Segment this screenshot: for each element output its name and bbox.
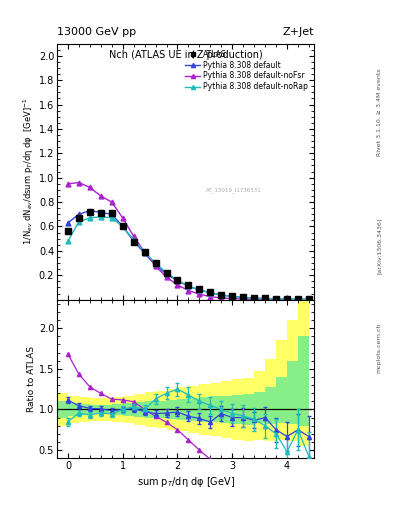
Pythia 8.308 default-noFsr [219,295,224,301]
Legend: ATLAS, Pythia 8.308 default, Pythia 8.308 default-noFsr, Pythia 8.308 default-no: ATLAS, Pythia 8.308 default, Pythia 8.30… [183,47,310,94]
Pythia 8.308 default [296,296,300,303]
Pythia 8.308 default-noRap [307,296,311,303]
Pythia 8.308 default-noRap [285,296,289,302]
Pythia 8.308 default-noRap [241,294,246,301]
Pythia 8.308 default [285,296,289,302]
Pythia 8.308 default-noFsr [142,249,147,255]
Pythia 8.308 default-noFsr [296,296,300,303]
Pythia 8.308 default [98,209,103,216]
Pythia 8.308 default [88,207,92,214]
Text: mcplots.cern.ch: mcplots.cern.ch [377,323,382,373]
Pythia 8.308 default [208,290,213,296]
Pythia 8.308 default-noFsr [109,199,114,205]
Text: Nch (ATLAS UE in Z production): Nch (ATLAS UE in Z production) [109,50,263,60]
Pythia 8.308 default-noFsr [186,287,191,293]
Pythia 8.308 default-noFsr [263,296,268,303]
Pythia 8.308 default [109,211,114,218]
Pythia 8.308 default [164,271,169,277]
Pythia 8.308 default [307,296,311,303]
Pythia 8.308 default-noRap [252,295,257,301]
Pythia 8.308 default [241,294,246,301]
Pythia 8.308 default-noFsr [120,215,125,221]
Pythia 8.308 default-noFsr [197,291,202,297]
Pythia 8.308 default-noFsr [285,296,289,303]
Line: Pythia 8.308 default-noRap: Pythia 8.308 default-noRap [66,215,311,302]
Pythia 8.308 default-noFsr [241,296,246,302]
Pythia 8.308 default [219,292,224,298]
Pythia 8.308 default-noFsr [164,274,169,280]
Pythia 8.308 default [131,238,136,244]
Pythia 8.308 default-noRap [77,219,81,225]
Pythia 8.308 default-noRap [230,293,235,300]
Pythia 8.308 default-noFsr [77,180,81,186]
Pythia 8.308 default-noRap [175,277,180,283]
Pythia 8.308 default [142,250,147,257]
Pythia 8.308 default [153,262,158,268]
Pythia 8.308 default [197,287,202,293]
Text: AT_13019_I1736531: AT_13019_I1736531 [206,187,262,193]
Pythia 8.308 default-noRap [98,214,103,220]
Pythia 8.308 default [77,211,81,218]
Pythia 8.308 default-noFsr [88,184,92,190]
Line: Pythia 8.308 default: Pythia 8.308 default [66,208,311,302]
Pythia 8.308 default-noFsr [230,295,235,302]
Pythia 8.308 default-noFsr [274,296,278,303]
Pythia 8.308 default-noFsr [307,296,311,303]
Pythia 8.308 default-noRap [263,295,268,302]
Text: Z+Jet: Z+Jet [283,27,314,37]
Pythia 8.308 default [263,295,268,302]
Pythia 8.308 default-noFsr [208,293,213,300]
Pythia 8.308 default-noRap [120,223,125,229]
Pythia 8.308 default-noFsr [66,181,70,187]
Pythia 8.308 default [120,223,125,229]
Pythia 8.308 default-noRap [208,290,213,296]
Pythia 8.308 default [186,283,191,289]
Pythia 8.308 default [252,295,257,301]
Line: Pythia 8.308 default-noFsr: Pythia 8.308 default-noFsr [66,180,311,302]
Pythia 8.308 default-noRap [142,249,147,255]
Text: [arXiv:1306.3436]: [arXiv:1306.3436] [377,218,382,274]
Pythia 8.308 default-noRap [131,237,136,243]
Pythia 8.308 default-noFsr [252,296,257,303]
Pythia 8.308 default-noRap [88,215,92,221]
Pythia 8.308 default-noRap [164,270,169,276]
Y-axis label: Ratio to ATLAS: Ratio to ATLAS [27,346,36,412]
Pythia 8.308 default-noRap [296,296,300,303]
Pythia 8.308 default-noRap [109,215,114,221]
Pythia 8.308 default [230,293,235,300]
Pythia 8.308 default [274,296,278,302]
Pythia 8.308 default-noRap [153,260,158,266]
Pythia 8.308 default-noRap [66,238,70,244]
Pythia 8.308 default [175,278,180,284]
Pythia 8.308 default-noFsr [153,263,158,269]
Pythia 8.308 default-noFsr [131,233,136,239]
X-axis label: sum p$_T$/dη dφ [GeV]: sum p$_T$/dη dφ [GeV] [137,475,235,489]
Pythia 8.308 default-noRap [197,287,202,293]
Text: Rivet 3.1.10, ≥ 3.4M events: Rivet 3.1.10, ≥ 3.4M events [377,69,382,157]
Pythia 8.308 default-noFsr [98,193,103,199]
Pythia 8.308 default-noFsr [175,282,180,288]
Pythia 8.308 default-noRap [186,283,191,289]
Pythia 8.308 default [66,220,70,226]
Pythia 8.308 default-noRap [274,296,278,302]
Y-axis label: 1/N$_{ev}$ dN$_{ev}$/dsum p$_T$/dη dφ  [GeV]$^{-1}$: 1/N$_{ev}$ dN$_{ev}$/dsum p$_T$/dη dφ [G… [22,98,36,245]
Pythia 8.308 default-noRap [219,292,224,298]
Text: 13000 GeV pp: 13000 GeV pp [57,27,136,37]
